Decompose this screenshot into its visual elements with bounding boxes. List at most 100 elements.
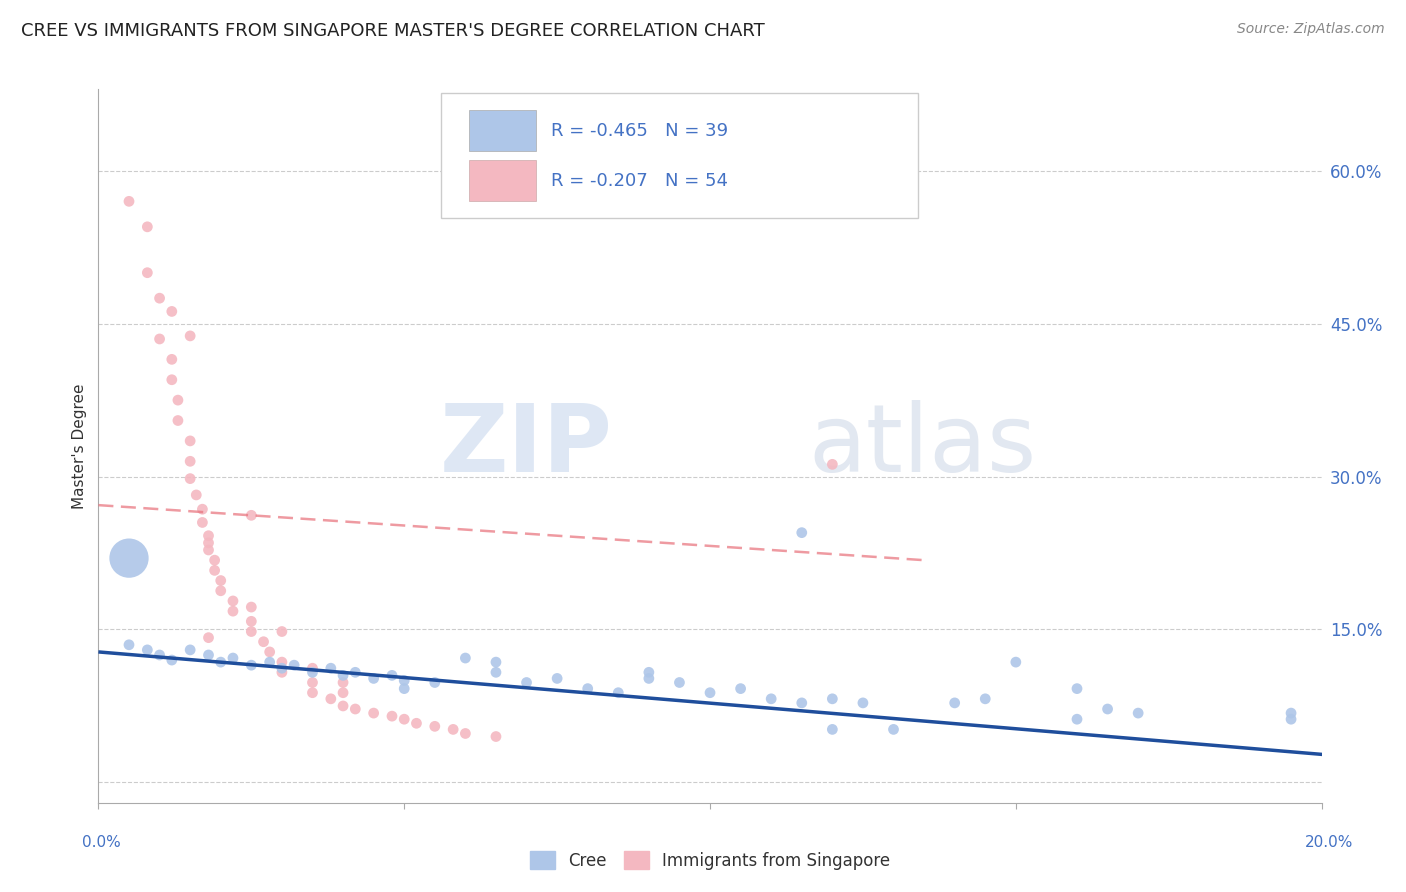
- Point: [392, 673, 416, 688]
- Point: [607, 686, 630, 700]
- Text: 0.0%: 0.0%: [82, 836, 121, 850]
- Point: [821, 458, 844, 472]
- Point: [149, 291, 172, 305]
- Text: atlas: atlas: [808, 400, 1036, 492]
- Y-axis label: Master's Degree: Master's Degree: [72, 384, 87, 508]
- Point: [160, 352, 183, 367]
- Point: [344, 665, 367, 680]
- Point: [209, 583, 232, 598]
- Point: [392, 712, 416, 726]
- Point: [943, 696, 966, 710]
- Point: [454, 651, 477, 665]
- Point: [454, 726, 477, 740]
- Point: [222, 604, 245, 618]
- Point: [1066, 681, 1088, 696]
- Text: R = -0.465   N = 39: R = -0.465 N = 39: [551, 121, 728, 139]
- Point: [319, 691, 342, 706]
- Point: [197, 543, 219, 558]
- Point: [974, 691, 997, 706]
- Point: [332, 686, 354, 700]
- Point: [270, 624, 292, 639]
- Point: [179, 472, 201, 486]
- Point: [546, 672, 568, 686]
- Point: [240, 508, 263, 523]
- Point: [197, 631, 219, 645]
- Point: [118, 638, 141, 652]
- Point: [332, 698, 354, 713]
- Point: [179, 643, 201, 657]
- Point: [222, 651, 245, 665]
- Point: [209, 655, 232, 669]
- Point: [405, 716, 427, 731]
- Point: [576, 681, 599, 696]
- Point: [149, 332, 172, 346]
- Point: [283, 658, 305, 673]
- Point: [699, 686, 721, 700]
- Point: [179, 329, 201, 343]
- Point: [730, 681, 752, 696]
- Point: [319, 661, 342, 675]
- Point: [179, 454, 201, 468]
- Point: [301, 675, 323, 690]
- Point: [222, 594, 245, 608]
- Point: [423, 675, 446, 690]
- Point: [240, 600, 263, 615]
- Point: [821, 723, 844, 737]
- Text: R = -0.207   N = 54: R = -0.207 N = 54: [551, 171, 728, 189]
- FancyBboxPatch shape: [470, 160, 536, 202]
- Point: [197, 648, 219, 662]
- Point: [485, 665, 508, 680]
- Point: [668, 675, 690, 690]
- Point: [179, 434, 201, 448]
- Point: [1279, 712, 1302, 726]
- Point: [160, 304, 183, 318]
- Point: [637, 665, 661, 680]
- Point: [1128, 706, 1150, 720]
- Point: [118, 194, 141, 209]
- Point: [167, 413, 190, 427]
- Point: [332, 675, 354, 690]
- Legend: Cree, Immigrants from Singapore: Cree, Immigrants from Singapore: [523, 845, 897, 877]
- Point: [167, 393, 190, 408]
- Point: [301, 686, 323, 700]
- Point: [197, 529, 219, 543]
- Point: [160, 373, 183, 387]
- Point: [423, 719, 446, 733]
- Point: [516, 675, 538, 690]
- Point: [381, 709, 404, 723]
- Point: [270, 665, 292, 680]
- Point: [270, 655, 292, 669]
- Text: 20.0%: 20.0%: [1305, 836, 1353, 850]
- Point: [1097, 702, 1119, 716]
- Point: [301, 661, 323, 675]
- Point: [191, 502, 214, 516]
- Point: [1066, 712, 1088, 726]
- Point: [136, 643, 159, 657]
- Point: [363, 672, 385, 686]
- Point: [209, 574, 232, 588]
- Point: [259, 645, 281, 659]
- FancyBboxPatch shape: [441, 93, 918, 218]
- Point: [252, 634, 274, 648]
- Point: [1004, 655, 1026, 669]
- Point: [240, 615, 263, 629]
- Point: [485, 730, 508, 744]
- Point: [790, 525, 813, 540]
- Point: [160, 653, 183, 667]
- Point: [186, 488, 208, 502]
- Point: [301, 665, 323, 680]
- Point: [332, 668, 354, 682]
- Point: [136, 219, 159, 234]
- Point: [204, 553, 226, 567]
- Point: [191, 516, 214, 530]
- Point: [270, 661, 292, 675]
- Point: [883, 723, 905, 737]
- Text: ZIP: ZIP: [439, 400, 612, 492]
- Point: [381, 668, 404, 682]
- Point: [259, 655, 281, 669]
- Point: [197, 536, 219, 550]
- Point: [240, 658, 263, 673]
- Point: [149, 648, 172, 662]
- Point: [118, 551, 141, 566]
- Point: [821, 691, 844, 706]
